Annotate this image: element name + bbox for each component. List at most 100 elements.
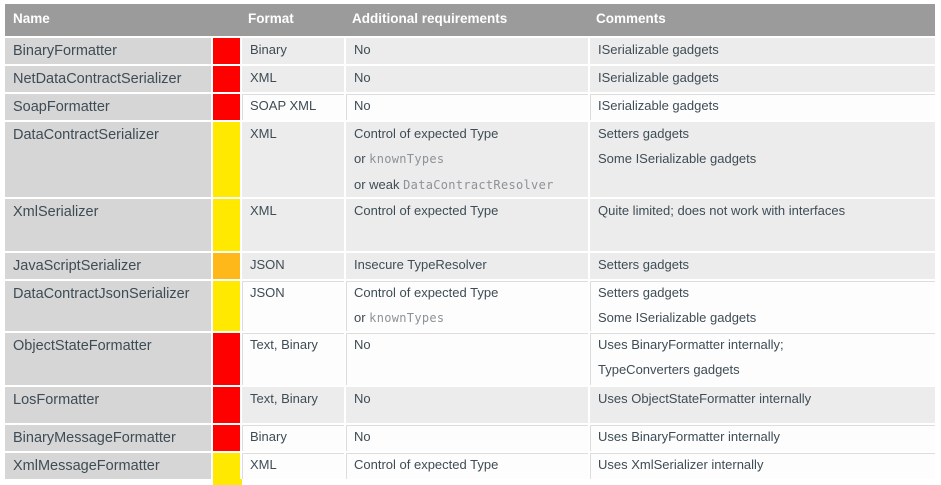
format-line: SOAP XML	[250, 98, 336, 113]
text-segment: or weak	[354, 177, 404, 192]
comments-cell: Setters gadgets	[588, 251, 935, 279]
text-segment: No	[354, 42, 371, 57]
header-name: Name	[5, 4, 211, 36]
comments-line: Uses BinaryFormatter internally;	[598, 337, 927, 352]
additional-requirements-cell: No	[344, 423, 588, 451]
additional-requirements-cell: No	[344, 385, 588, 423]
comments-line: Setters gadgets	[598, 285, 927, 300]
risk-level-swatch-yellow	[211, 120, 240, 197]
format-cell: XML	[240, 451, 344, 479]
additional-requirements-cell: No	[344, 36, 588, 64]
text-segment: Setters gadgets	[598, 285, 690, 300]
text-segment: Control of expected Type	[354, 285, 499, 300]
comments-cell: ISerializable gadgets	[588, 64, 935, 92]
comments-line: TypeConverters gadgets	[598, 362, 927, 377]
table-row: XmlMessageFormatter XML Control of expecte…	[5, 451, 935, 479]
table-row: BinaryFormatter Binary No ISerializable gad…	[5, 36, 935, 64]
additional-line: Control of expected Type	[354, 203, 580, 218]
format-cell: Binary	[240, 36, 344, 64]
table-row: SoapFormatter SOAP XML No ISerializable gad…	[5, 92, 935, 120]
code-term: knownTypes	[369, 311, 445, 325]
text-segment: Some ISerializable gadgets	[598, 310, 757, 325]
text-segment: or	[354, 151, 370, 166]
comments-cell: ISerializable gadgets	[588, 36, 935, 64]
text-segment: TypeConverters gadgets	[598, 362, 740, 377]
comments-line: Quite limited; does not work with interf…	[598, 203, 927, 218]
text-segment: No	[354, 337, 371, 352]
comments-line: ISerializable gadgets	[598, 98, 927, 113]
text-segment: Uses BinaryFormatter internally;	[598, 337, 784, 352]
format-line: Binary	[250, 429, 336, 444]
format-cell: Text, Binary	[240, 385, 344, 423]
table-row: DataContractJsonSerializer JSON Control of…	[5, 279, 935, 331]
additional-line: or knownTypes	[354, 310, 580, 326]
comments-line: Some ISerializable gadgets	[598, 151, 927, 166]
serializers-risk-table: Name Format Additional requirements Comm…	[5, 4, 935, 485]
additional-requirements-cell: Control of expected Type	[344, 197, 588, 251]
additional-line: No	[354, 429, 580, 444]
text-segment: Text, Binary	[250, 337, 318, 352]
text-segment: Text, Binary	[250, 391, 318, 406]
comments-line: Uses BinaryFormatter internally	[598, 429, 927, 444]
text-segment: Control of expected Type	[354, 203, 499, 218]
text-segment: Control of expected Type	[354, 457, 499, 472]
serializer-name-cell: LosFormatter	[5, 385, 211, 423]
additional-line: or knownTypes	[354, 151, 580, 167]
text-segment: No	[354, 70, 371, 85]
format-cell: JSON	[240, 251, 344, 279]
text-segment: No	[354, 98, 371, 113]
text-segment: SOAP XML	[250, 98, 317, 113]
text-segment: JSON	[250, 285, 285, 300]
additional-requirements-cell: No	[344, 64, 588, 92]
risk-level-swatch-red	[211, 385, 240, 423]
table-row: NetDataContractSerializer XML No ISerializa…	[5, 64, 935, 92]
code-term: knownTypes	[369, 152, 445, 166]
text-segment: XML	[250, 457, 277, 472]
format-cell: XML	[240, 120, 344, 197]
yellow-swatch-overflow-mark	[213, 479, 242, 485]
table-row: BinaryMessageFormatter Binary No Uses Binar…	[5, 423, 935, 451]
comments-cell: Setters gadgets Some ISerializable gadget…	[588, 279, 935, 331]
text-segment: ISerializable gadgets	[598, 70, 719, 85]
text-segment: XML	[250, 70, 277, 85]
text-segment: or	[354, 310, 370, 325]
text-segment: No	[354, 391, 371, 406]
comments-cell: Uses BinaryFormatter internally; TypeConv…	[588, 331, 935, 385]
serializer-name-cell: NetDataContractSerializer	[5, 64, 211, 92]
text-segment: JSON	[250, 257, 285, 272]
format-cell: Binary	[240, 423, 344, 451]
serializer-name-cell: ObjectStateFormatter	[5, 331, 211, 385]
header-comments: Comments	[588, 4, 935, 36]
serializer-name-cell: XmlSerializer	[5, 197, 211, 251]
serializer-name-cell: SoapFormatter	[5, 92, 211, 120]
table-row: XmlSerializer XML Control of expected Type…	[5, 197, 935, 251]
table-row: JavaScriptSerializer JSON Insecure TypeRes…	[5, 251, 935, 279]
text-segment: No	[354, 429, 371, 444]
format-line: XML	[250, 70, 336, 85]
risk-level-swatch-yellow	[211, 451, 240, 479]
table-row: LosFormatter Text, Binary No Uses ObjectSta…	[5, 385, 935, 423]
comments-line: Setters gadgets	[598, 257, 927, 272]
additional-line: Insecure TypeResolver	[354, 257, 580, 272]
risk-level-swatch-yellow	[211, 279, 240, 331]
table-row: DataContractSerializer XML Control of expe…	[5, 120, 935, 197]
format-line: XML	[250, 203, 336, 218]
additional-line: No	[354, 70, 580, 85]
risk-level-swatch-red	[211, 64, 240, 92]
header-risk-swatch	[211, 4, 240, 36]
text-segment: XML	[250, 126, 277, 141]
text-segment: Quite limited; does not work with interf…	[598, 203, 846, 218]
comments-line: Uses XmlSerializer internally	[598, 457, 927, 472]
comments-line: Setters gadgets	[598, 126, 927, 141]
additional-requirements-cell: Control of expected Type	[344, 451, 588, 479]
text-segment: ISerializable gadgets	[598, 98, 719, 113]
text-segment: Uses XmlSerializer internally	[598, 457, 764, 472]
additional-line: Control of expected Type	[354, 126, 580, 141]
format-cell: XML	[240, 197, 344, 251]
additional-requirements-cell: Insecure TypeResolver	[344, 251, 588, 279]
additional-line: Control of expected Type	[354, 285, 580, 300]
text-segment: Setters gadgets	[598, 257, 690, 272]
additional-requirements-cell: Control of expected Type or knownTypes	[344, 279, 588, 331]
risk-level-swatch-red	[211, 331, 240, 385]
serializer-name-cell: DataContractJsonSerializer	[5, 279, 211, 331]
